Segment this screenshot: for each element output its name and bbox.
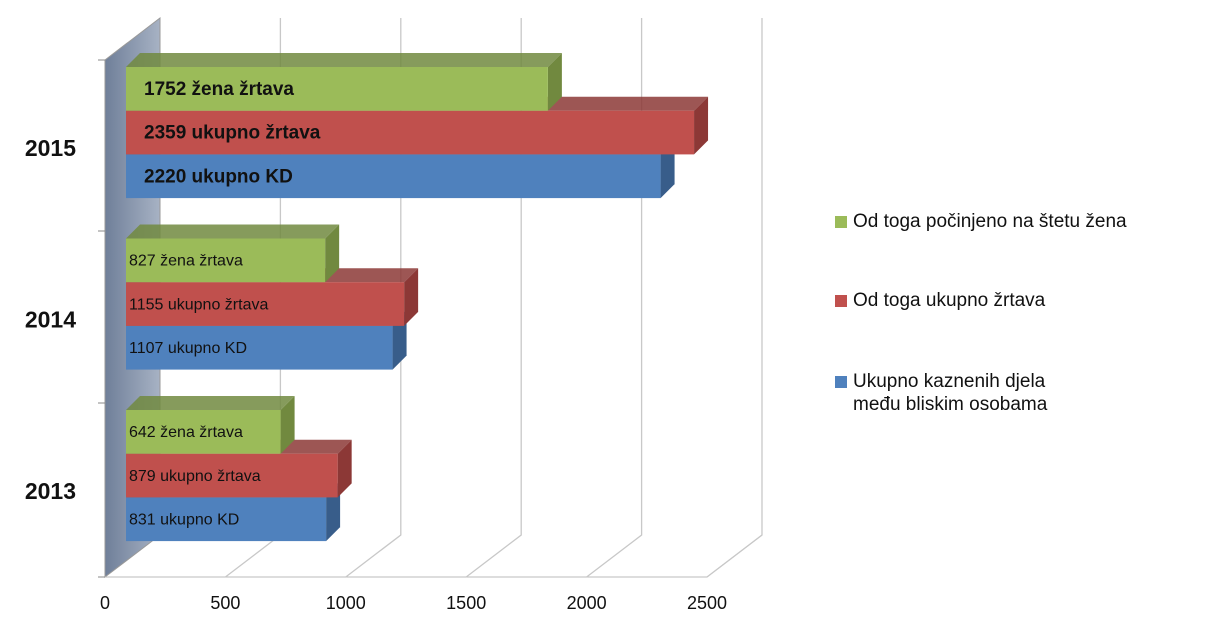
value-label: 879 ukupno žrtava [129,468,261,485]
value-label: 642 žena žrtava [129,424,243,441]
bar-top [126,53,562,67]
bar-top [126,224,340,239]
bar-side [404,268,419,326]
bar [126,410,281,454]
value-label: 2220 ukupno KD [144,166,293,187]
x-tick-label: 2000 [567,593,607,613]
value-label: 1752 žena žrtava [144,79,294,100]
bar [126,282,405,326]
bar-side [326,483,341,542]
y-tick-label: 2015 [25,135,76,161]
floor-edge [105,534,763,578]
legend-swatch [835,376,847,388]
bar [126,238,326,283]
bar [126,453,338,498]
legend-label: Od toga počinjeno na štetu žena [853,211,1127,232]
x-tick-label: 0 [100,593,110,613]
legend-label: Od toga ukupno žrtava [853,290,1046,311]
x-tick-label: 1500 [446,593,486,613]
y-tick-label: 2014 [25,307,76,333]
grid-line [706,18,763,578]
value-label: 1107 ukupno KD [129,340,247,357]
legend-swatch [835,216,847,228]
legend-swatch [835,295,847,307]
x-tick-label: 1000 [326,593,366,613]
bar [126,110,695,155]
bar [126,154,661,199]
bar [126,325,393,370]
bar-side [337,439,352,498]
bar [126,497,327,542]
legend-item: Ukupno kaznenih djela među bliskim osoba… [835,370,1093,416]
value-label: 831 ukupno KD [129,511,239,528]
x-tick-label: 500 [210,593,240,613]
bar-side [392,311,407,370]
bar-side [280,396,295,454]
bar-side [547,53,562,111]
bar-side [325,224,340,283]
bar-top [126,396,295,410]
y-tick-label: 2013 [25,478,76,504]
legend-label: Ukupno kaznenih djela među bliskim osoba… [853,371,1048,415]
value-label: 2359 ukupno žrtava [144,123,321,144]
value-label: 1155 ukupno žrtava [129,296,268,313]
value-label: 827 žena žrtava [129,253,243,270]
x-tick-label: 2500 [687,593,727,613]
bar-side [694,96,709,155]
bar-side [660,140,675,199]
bar [126,67,548,111]
legend-item: Od toga ukupno žrtava [835,289,1045,312]
legend-item: Od toga počinjeno na štetu žena [835,210,1127,233]
